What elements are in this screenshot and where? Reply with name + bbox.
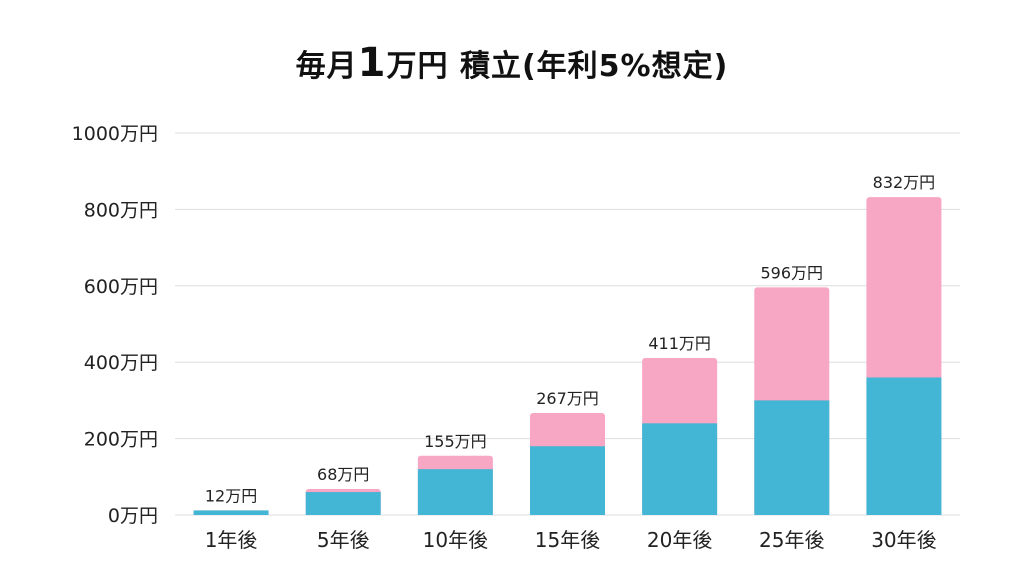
x-tick-label: 15年後 (535, 528, 600, 552)
bar-segment-principal (305, 492, 381, 515)
x-tick-label: 25年後 (759, 528, 824, 552)
x-tick-label: 1年後 (205, 528, 258, 552)
bar-segment-principal (417, 469, 493, 515)
title-number: 1 (357, 40, 387, 86)
data-label: 596万円 (761, 263, 824, 282)
y-tick-label: 600万円 (84, 276, 158, 298)
data-label: 267万円 (536, 389, 599, 408)
x-tick-label: 10年後 (423, 528, 488, 552)
y-tick-label: 200万円 (84, 429, 158, 451)
x-tick-label: 30年後 (871, 528, 936, 552)
chart-title: 毎月1万円 積立(年利5%想定) (0, 40, 1024, 86)
data-label: 832万円 (873, 173, 936, 192)
data-label: 411万円 (648, 334, 711, 353)
x-tick-label: 20年後 (647, 528, 712, 552)
y-tick-label: 0万円 (108, 505, 158, 527)
bars (193, 197, 942, 515)
y-tick-label: 1000万円 (72, 123, 158, 145)
x-axis: 1年後 5年後 10年後 15年後 20年後 25年後 30年後 (205, 528, 937, 552)
y-axis: 0万円 200万円 400万円 600万円 800万円 1000万円 (72, 123, 158, 527)
title-post: 万円 積立(年利5%想定) (386, 49, 729, 84)
data-label: 68万円 (317, 465, 369, 484)
data-label: 155万円 (424, 432, 487, 451)
bar-segment-principal (754, 400, 830, 515)
bar-segment-principal (193, 510, 269, 515)
y-tick-label: 400万円 (84, 352, 158, 374)
title-pre: 毎月 (295, 49, 358, 84)
data-label: 12万円 (205, 486, 257, 505)
bar-segment-principal (642, 423, 718, 515)
bar-segment-principal (866, 377, 942, 515)
y-tick-label: 800万円 (84, 199, 158, 221)
x-tick-label: 5年後 (317, 528, 370, 552)
data-labels: 12万円 68万円 155万円 267万円 411万円 596万円 832万円 (205, 173, 935, 505)
bar-segment-principal (530, 446, 605, 515)
